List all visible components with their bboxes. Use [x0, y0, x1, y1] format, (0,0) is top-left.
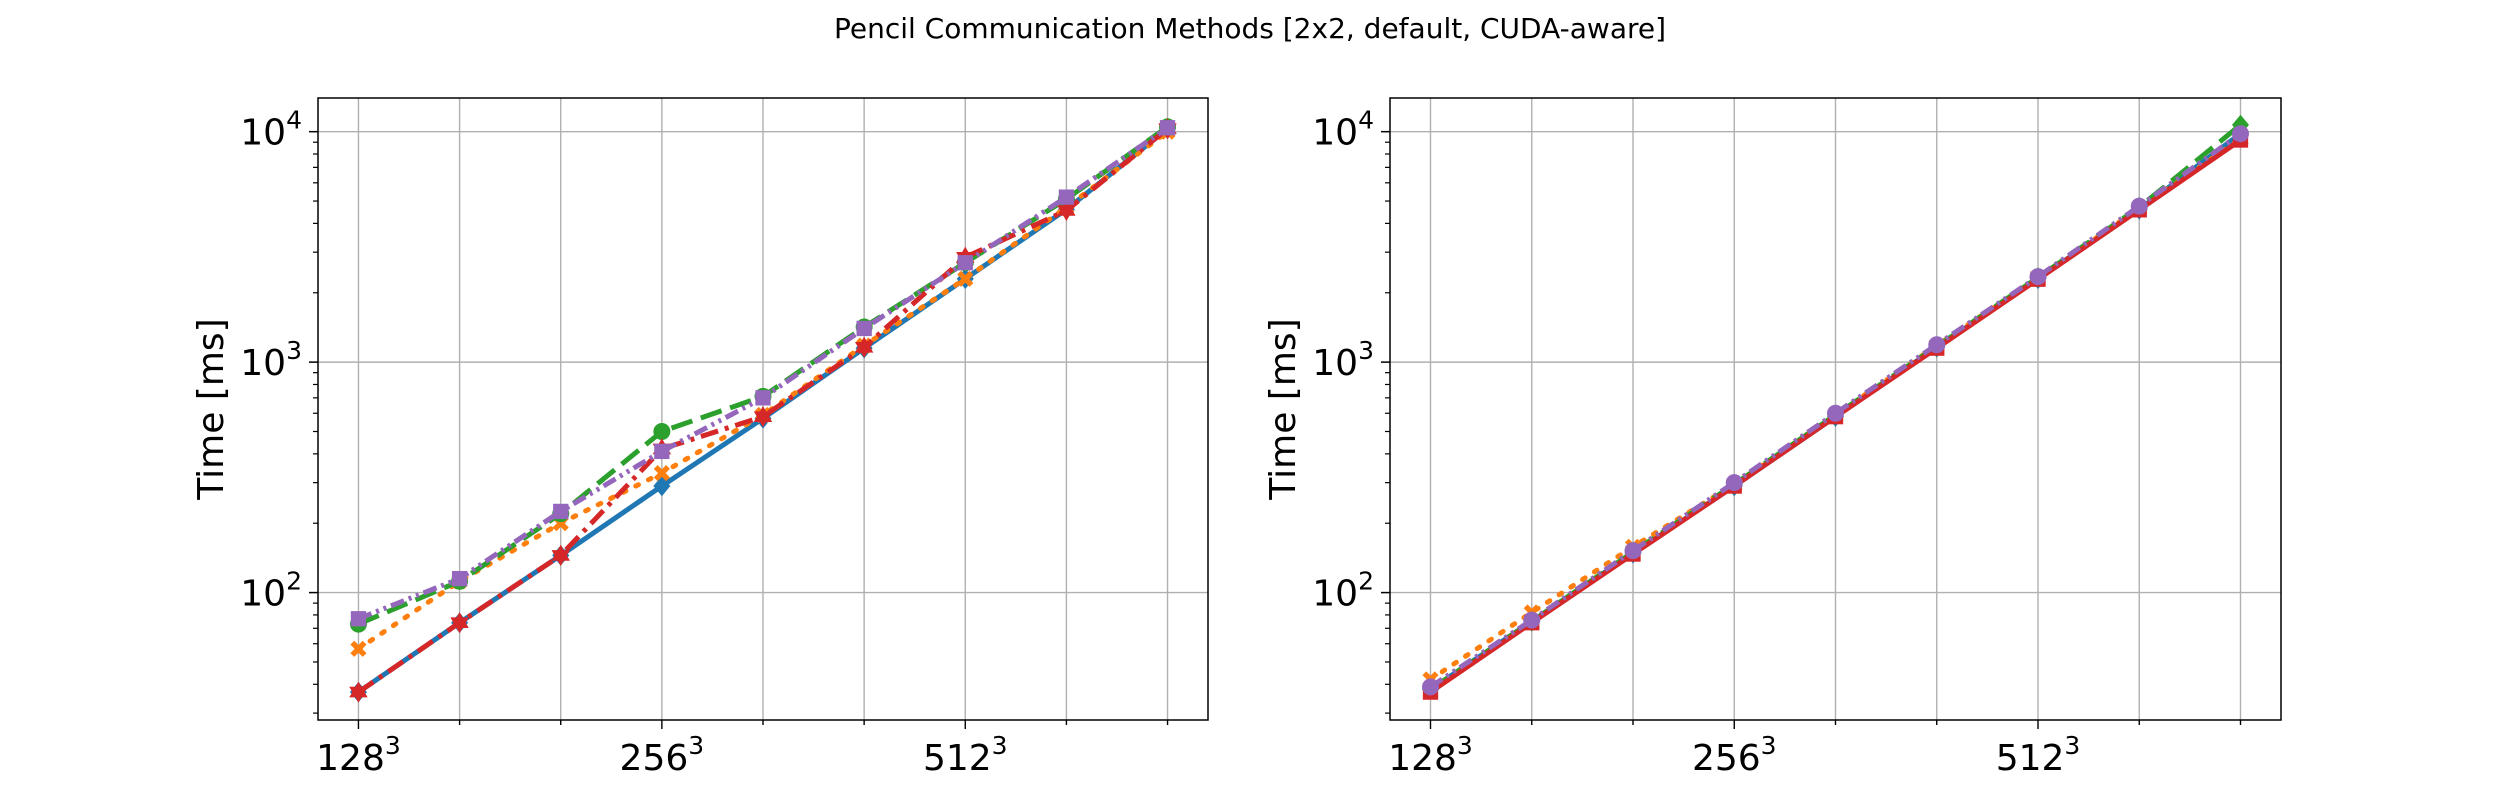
x-tick-label: 5123	[923, 731, 1008, 779]
series-3-point	[653, 423, 671, 441]
series-5-line	[1429, 131, 2242, 689]
series-5-point	[2130, 197, 2148, 215]
panel-2: 102 103 104 1283 2563 5123 Time [ms]	[1263, 97, 2282, 779]
series-2-point	[653, 465, 670, 482]
figure-title: Pencil Communication Methods [2x2, defau…	[834, 12, 1666, 45]
ticks	[309, 130, 1169, 729]
series-5-point	[654, 443, 670, 460]
series-5	[1422, 125, 2249, 696]
y-tick-label: 103	[1312, 336, 1374, 384]
series-5-point	[2232, 125, 2249, 143]
x-tick-label: 2563	[1692, 731, 1777, 779]
y-tick-label: 104	[240, 106, 302, 154]
series-5-point	[755, 390, 771, 406]
x-tick-label: 1283	[316, 731, 401, 779]
series-5-point	[1058, 189, 1075, 205]
series-5-point	[1422, 678, 1439, 696]
y-axis-label: Time [ms]	[191, 318, 232, 500]
plot-frame	[1389, 97, 2282, 721]
series-5-point	[957, 255, 973, 271]
series-5-point	[1159, 120, 1176, 136]
x-tick-label: 5123	[1996, 731, 2081, 779]
series-5-point	[1827, 404, 1844, 422]
y-tick-label: 102	[1312, 567, 1374, 615]
series-5-point	[1624, 542, 1642, 560]
series-5-point	[1725, 474, 1743, 492]
series-5-point	[1928, 336, 1946, 354]
series-4-point	[753, 406, 773, 428]
series-4-point	[551, 544, 570, 567]
series-5-point	[856, 320, 872, 337]
x-tick-label: 1283	[1388, 731, 1473, 779]
series-2-point	[957, 270, 974, 287]
series-5-point	[451, 570, 468, 587]
y-tick-label: 102	[240, 567, 302, 615]
series-5	[350, 120, 1176, 627]
series-4-point	[1057, 199, 1076, 222]
series-5-point	[2029, 268, 2047, 286]
series-4-point	[854, 336, 874, 358]
plot-frame	[317, 97, 1209, 721]
ticks	[1381, 130, 2242, 729]
panel-1: 102 103 104 1283 2563 5123 Time [ms]	[191, 97, 1209, 779]
series-5-point	[350, 611, 367, 627]
y-tick-label: 104	[1312, 106, 1374, 154]
y-tick-label: 103	[240, 336, 302, 384]
series-4-line	[357, 126, 1170, 695]
x-tick-label: 2563	[620, 731, 705, 779]
y-axis-label: Time [ms]	[1263, 318, 1304, 500]
series-4-point	[450, 612, 469, 634]
series-5-point	[1523, 611, 1541, 629]
series-4-point	[349, 681, 368, 703]
series-5-point	[553, 503, 569, 520]
series-2-point	[350, 640, 367, 657]
